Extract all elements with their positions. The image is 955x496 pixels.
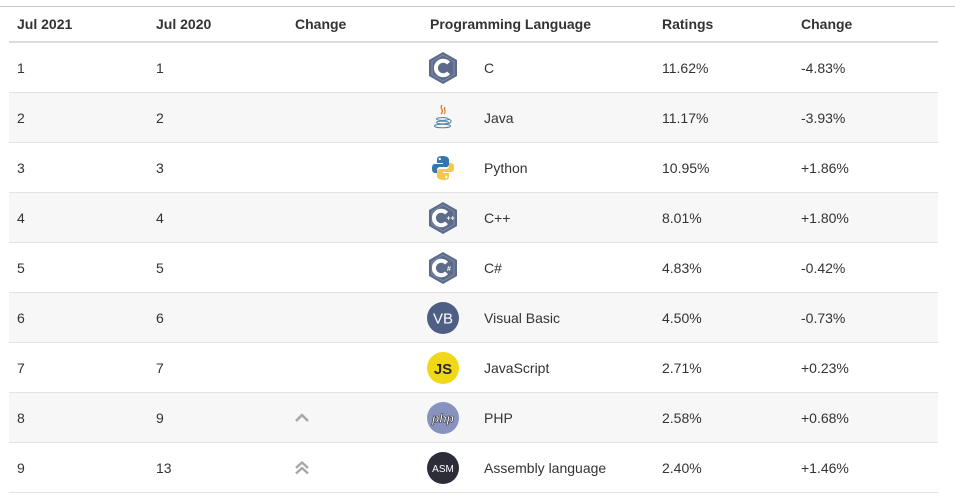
top-divider (0, 6, 955, 7)
language-logo-cell: # (422, 242, 476, 293)
rating-value: 8.01% (654, 192, 793, 243)
java-logo-icon (426, 101, 476, 135)
rating-change-value: -0.73% (793, 292, 938, 343)
language-name[interactable]: C# (476, 242, 654, 293)
rank-change-cell (287, 292, 422, 343)
rating-value: 2.40% (654, 442, 793, 493)
visual-basic-logo-icon: VB (426, 301, 476, 335)
rank-change-cell (287, 442, 422, 493)
language-name[interactable]: Visual Basic (476, 292, 654, 343)
language-logo-cell (422, 92, 476, 143)
table-header-row: Jul 2021 Jul 2020 Change Programming Lan… (9, 7, 938, 43)
rating-value: 10.95% (654, 142, 793, 193)
c-logo-icon (426, 51, 476, 85)
tiobe-index-table: Jul 2021 Jul 2020 Change Programming Lan… (9, 7, 938, 493)
language-name[interactable]: PHP (476, 392, 654, 443)
language-logo-cell: ASM (422, 442, 476, 493)
col-header-jul-2020[interactable]: Jul 2020 (148, 7, 287, 43)
rating-change-value: -4.83% (793, 42, 938, 93)
svg-text:php: php (431, 411, 454, 425)
rating-change-value: -0.42% (793, 242, 938, 293)
rating-value: 4.83% (654, 242, 793, 293)
rank-change-cell (287, 42, 422, 93)
rating-change-value: +0.23% (793, 342, 938, 393)
col-header-rank-change[interactable]: Change (287, 7, 422, 43)
csharp-logo-icon: # (426, 251, 476, 285)
language-logo-cell: JS (422, 342, 476, 393)
double-chevron-up-icon (295, 460, 422, 475)
rating-change-value: +0.68% (793, 392, 938, 443)
col-header-programming-language[interactable]: Programming Language (422, 7, 654, 43)
rank-jul-2020: 5 (148, 242, 287, 293)
rank-jul-2021: 9 (9, 442, 148, 493)
rating-change-value: +1.80% (793, 192, 938, 243)
rank-jul-2021: 1 (9, 42, 148, 93)
chevron-up-icon (295, 411, 422, 425)
rank-change-cell (287, 192, 422, 243)
rank-jul-2020: 4 (148, 192, 287, 243)
rank-jul-2021: 6 (9, 292, 148, 343)
rank-jul-2021: 2 (9, 92, 148, 143)
rank-change-cell (287, 342, 422, 393)
rank-jul-2020: 9 (148, 392, 287, 443)
rank-jul-2020: 3 (148, 142, 287, 193)
rank-jul-2020: 7 (148, 342, 287, 393)
rating-value: 11.17% (654, 92, 793, 143)
rating-value: 4.50% (654, 292, 793, 343)
rating-value: 2.58% (654, 392, 793, 443)
javascript-logo-icon: JS (426, 351, 476, 385)
rating-value: 2.71% (654, 342, 793, 393)
language-name[interactable]: C++ (476, 192, 654, 243)
php-logo-icon: php (426, 401, 476, 435)
rank-jul-2020: 2 (148, 92, 287, 143)
rank-jul-2020: 13 (148, 442, 287, 493)
rank-jul-2020: 1 (148, 42, 287, 93)
rank-jul-2021: 8 (9, 392, 148, 443)
svg-text:#: # (447, 266, 451, 273)
svg-text:ASM: ASM (432, 464, 454, 475)
rank-jul-2021: 3 (9, 142, 148, 193)
rating-change-value: +1.46% (793, 442, 938, 493)
svg-text:VB: VB (433, 310, 453, 327)
rank-jul-2021: 5 (9, 242, 148, 293)
language-name[interactable]: Java (476, 92, 654, 143)
svg-text:JS: JS (434, 361, 452, 378)
language-logo-cell: php (422, 392, 476, 443)
rating-change-value: -3.93% (793, 92, 938, 143)
rank-change-cell (287, 92, 422, 143)
rank-jul-2021: 7 (9, 342, 148, 393)
language-logo-cell (422, 142, 476, 193)
assembly-logo-icon: ASM (426, 451, 476, 485)
table-row: 9 13 ASM Assembly language 2.40% +1.46% (9, 442, 938, 493)
language-logo-cell: ++ (422, 192, 476, 243)
col-header-jul-2021[interactable]: Jul 2021 (9, 7, 148, 43)
rating-change-value: +1.86% (793, 142, 938, 193)
python-logo-icon (426, 151, 476, 185)
rank-change-cell (287, 392, 422, 443)
language-name[interactable]: C (476, 42, 654, 93)
rank-jul-2020: 6 (148, 292, 287, 343)
language-name[interactable]: JavaScript (476, 342, 654, 393)
rank-jul-2021: 4 (9, 192, 148, 243)
svg-text:++: ++ (447, 215, 455, 222)
rank-change-cell (287, 242, 422, 293)
language-logo-cell: VB (422, 292, 476, 343)
col-header-ratings[interactable]: Ratings (654, 7, 793, 43)
col-header-rating-change[interactable]: Change (793, 7, 938, 43)
rank-change-cell (287, 142, 422, 193)
language-name[interactable]: Python (476, 142, 654, 193)
language-logo-cell (422, 42, 476, 93)
cpp-logo-icon: ++ (426, 201, 476, 235)
rating-value: 11.62% (654, 42, 793, 93)
language-name[interactable]: Assembly language (476, 442, 654, 493)
